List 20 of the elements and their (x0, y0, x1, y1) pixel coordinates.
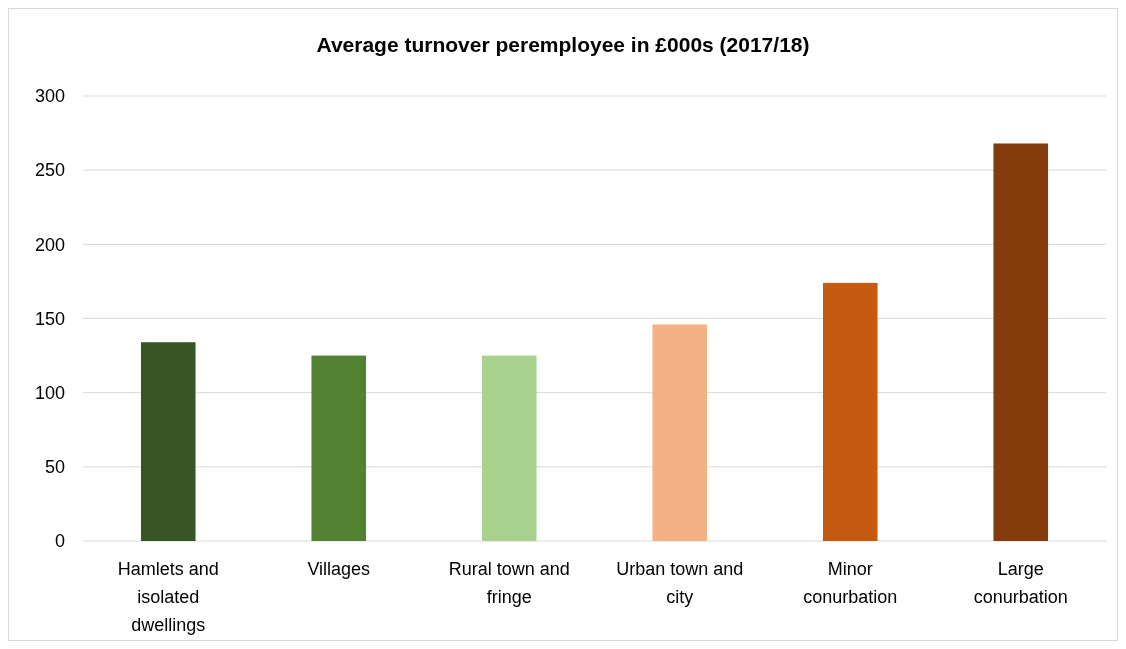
x-tick-label: Minor conurbation (803, 559, 898, 607)
y-tick-label: 100 (34, 382, 65, 403)
x-tick-label: Rural town and fringe (448, 559, 570, 607)
x-tick-label: Urban town and city (616, 559, 744, 607)
bar (140, 342, 196, 541)
y-tick-label: 250 (34, 160, 65, 181)
chart-title: Average turnover peremployee in £000s (2017/18) (316, 33, 810, 56)
x-tick-label: Hamlets and isolated dwellings (117, 559, 219, 635)
y-tick-label: 200 (34, 234, 65, 255)
x-tick-label: Villages (307, 559, 371, 579)
bar (993, 143, 1049, 541)
y-tick-label: 50 (44, 457, 65, 478)
x-tick-label: Large conurbation (973, 559, 1068, 607)
y-tick-label: 150 (34, 308, 65, 329)
bar (481, 355, 537, 541)
bar (822, 282, 878, 541)
y-tick-label: 0 (54, 531, 65, 552)
bar (311, 355, 367, 541)
y-tick-label: 300 (34, 86, 65, 107)
bar (652, 324, 708, 541)
